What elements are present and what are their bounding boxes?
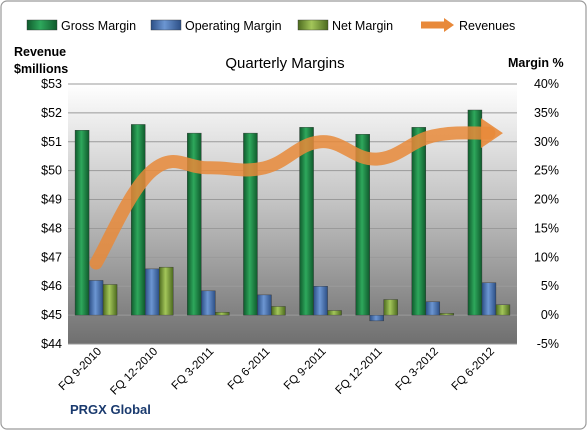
bar-gross-margin-fq-6-2011 — [243, 132, 258, 316]
revenues-series-line — [89, 126, 496, 270]
bar-operating-margin-fq-3-2012 — [425, 301, 441, 316]
right-tick-label: 25% — [534, 164, 559, 178]
right-tick-label: 15% — [534, 221, 559, 235]
left-tick-label: $48 — [41, 221, 62, 235]
bar-net-margin-fq-6-2012 — [495, 304, 511, 316]
legend-label-operating-margin: Operating Margin — [185, 19, 282, 33]
bar-gross-margin-fq-3-2011 — [187, 132, 202, 316]
left-tick-label: $45 — [41, 308, 62, 322]
bar-gross-margin-fq-12-2011 — [355, 134, 370, 316]
bar-net-margin-fq-3-2012 — [439, 313, 455, 316]
bar-gross-margin-fq-12-2010 — [130, 124, 146, 316]
company-label: PRGX Global — [70, 402, 151, 417]
bar-operating-margin-fq-6-2012 — [481, 282, 497, 316]
left-axis-label-line1: Revenue — [14, 45, 66, 59]
legend-arrow-icon — [444, 18, 454, 32]
legend-label-revenues: Revenues — [459, 19, 515, 33]
bar-gross-margin-fq-3-2012 — [411, 127, 427, 316]
bar-operating-margin-fq-12-2011 — [369, 314, 384, 322]
bar-gross-margin-fq-6-2012 — [467, 109, 483, 316]
bar-net-margin-fq-9-2010 — [102, 284, 118, 316]
left-axis-label-line2: $millions — [14, 62, 68, 76]
bar-net-margin-fq-3-2011 — [215, 312, 230, 316]
right-tick-label: 0% — [541, 308, 559, 322]
chart-title: Quarterly Margins — [225, 55, 344, 72]
left-tick-label: $50 — [41, 164, 62, 178]
right-axis-label: Margin % — [508, 56, 564, 70]
right-tick-label: 20% — [534, 193, 559, 207]
left-axis-ticks: $44 $45 $46 $47 $48 $49 $50 $51 $52 $53 — [41, 77, 62, 351]
bar-operating-margin-fq-6-2011 — [257, 294, 272, 316]
revenue-line — [89, 118, 503, 270]
right-axis-ticks: -5% 0% 5% 10% 15% 20% 25% 30% 35% 40% — [534, 77, 559, 351]
left-tick-label: $51 — [41, 135, 62, 149]
right-tick-label: 35% — [534, 106, 559, 120]
bar-operating-margin-fq-9-2010 — [88, 280, 104, 316]
bar-net-margin-fq-6-2011 — [271, 306, 286, 316]
right-tick-label: 30% — [534, 135, 559, 149]
legend-label-net-margin: Net Margin — [332, 19, 393, 33]
left-tick-label: $44 — [41, 337, 62, 351]
right-tick-label: -5% — [537, 337, 559, 351]
bar-operating-margin-fq-9-2011 — [313, 286, 328, 316]
bar-net-margin-fq-9-2011 — [327, 310, 342, 316]
bar-gross-margin-fq-9-2011 — [299, 127, 314, 316]
right-tick-label: 40% — [534, 77, 559, 91]
left-tick-label: $47 — [41, 250, 62, 264]
left-tick-label: $46 — [41, 279, 62, 293]
legend-swatch-gross-margin — [26, 19, 58, 31]
bar-gross-margin-fq-9-2010 — [74, 130, 90, 316]
legend: Gross Margin Operating Margin Net Margin Re… — [26, 18, 515, 33]
right-tick-label: 5% — [541, 279, 559, 293]
legend-swatch-operating-margin — [150, 19, 182, 31]
left-tick-label: $52 — [41, 106, 62, 120]
bar-net-margin-fq-12-2010 — [158, 266, 174, 316]
legend-label-gross-margin: Gross Margin — [61, 19, 136, 33]
right-tick-label: 10% — [534, 250, 559, 264]
legend-swatch-net-margin — [297, 19, 329, 31]
bars — [74, 109, 511, 322]
bar-operating-margin-fq-3-2011 — [201, 290, 216, 316]
left-tick-label: $49 — [41, 193, 62, 207]
bar-operating-margin-fq-12-2010 — [144, 268, 160, 316]
bar-net-margin-fq-12-2011 — [383, 299, 398, 316]
revenues-arrowhead — [480, 118, 503, 149]
left-tick-label: $53 — [41, 77, 62, 91]
